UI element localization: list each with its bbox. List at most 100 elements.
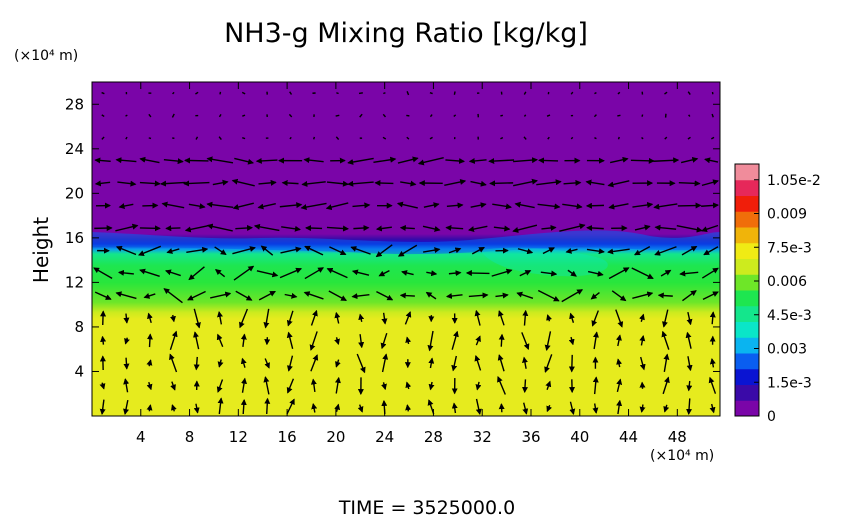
wind-arrow bbox=[125, 136, 128, 140]
wind-arrow bbox=[165, 225, 181, 232]
wind-arrow bbox=[701, 202, 719, 209]
wind-arrow bbox=[99, 382, 106, 390]
wind-arrow bbox=[547, 136, 550, 140]
wind-arrow bbox=[687, 136, 691, 140]
wind-arrow bbox=[427, 399, 435, 415]
wind-arrow bbox=[334, 376, 341, 394]
wind-arrow bbox=[491, 268, 513, 277]
y-axis-ticks: 4 8 12 16 20 24 28 bbox=[65, 95, 720, 380]
wind-arrow bbox=[546, 314, 552, 322]
wind-arrow bbox=[139, 268, 160, 277]
wind-arrow bbox=[253, 223, 280, 232]
wind-arrow bbox=[682, 290, 697, 302]
wind-arrow bbox=[546, 404, 552, 413]
wind-arrow bbox=[586, 224, 604, 231]
wind-arrow bbox=[422, 225, 441, 232]
wind-arrow bbox=[375, 244, 393, 258]
wind-arrow bbox=[183, 180, 210, 187]
wind-arrow bbox=[326, 180, 349, 187]
colorbar-label: 0.009 bbox=[767, 207, 807, 223]
wind-arrow bbox=[711, 113, 714, 118]
wind-arrow bbox=[468, 157, 487, 164]
wind-arrow bbox=[615, 309, 624, 328]
colorbar-segment bbox=[735, 368, 759, 385]
wind-arrow bbox=[653, 157, 680, 164]
wind-arrow bbox=[240, 333, 247, 347]
wind-arrow bbox=[639, 404, 646, 413]
colorbar-segment bbox=[735, 227, 759, 244]
interface-band bbox=[92, 230, 720, 255]
colorbar-segment bbox=[735, 179, 759, 196]
x-tick-label: 24 bbox=[375, 428, 394, 446]
wind-arrow bbox=[679, 270, 699, 277]
wind-arrow bbox=[519, 269, 532, 277]
colorbar-label: 7.5e-3 bbox=[767, 240, 812, 256]
wind-arrow bbox=[263, 308, 270, 329]
wind-arrow bbox=[286, 398, 295, 415]
wind-arrow bbox=[641, 136, 644, 140]
wind-arrow bbox=[335, 114, 340, 117]
wind-arrow bbox=[664, 136, 668, 140]
x-tick-label: 20 bbox=[326, 428, 345, 446]
wind-arrow bbox=[101, 114, 105, 118]
wind-arrow bbox=[663, 404, 670, 413]
wind-arrow bbox=[422, 247, 441, 254]
wind-arrow bbox=[632, 291, 654, 299]
y-tick-label: 16 bbox=[65, 229, 84, 247]
wind-arrow bbox=[350, 246, 371, 255]
wind-arrow bbox=[210, 291, 232, 299]
wind-arrow bbox=[289, 136, 292, 140]
wind-arrow bbox=[680, 156, 699, 164]
colorbar-segment bbox=[735, 211, 759, 228]
colorbar-label: 1.05e-2 bbox=[767, 173, 821, 189]
wind-arrow bbox=[382, 136, 387, 140]
plot-frame bbox=[91, 81, 721, 417]
x-tick-label: 48 bbox=[668, 428, 687, 446]
wind-arrow bbox=[451, 330, 459, 350]
colorbar-segment bbox=[735, 274, 759, 291]
wind-arrow bbox=[704, 157, 719, 164]
wind-arrow bbox=[212, 179, 229, 186]
wind-arrow bbox=[500, 114, 504, 117]
y-tick-label: 28 bbox=[65, 95, 84, 113]
wind-arrow bbox=[117, 180, 137, 187]
wind-arrow bbox=[335, 359, 341, 368]
wind-arrow bbox=[492, 203, 512, 210]
wind-arrow bbox=[497, 375, 506, 395]
wind-arrow bbox=[123, 378, 130, 393]
wind-arrow bbox=[380, 332, 388, 350]
wind-arrow bbox=[522, 379, 528, 394]
wind-arrow bbox=[428, 357, 435, 369]
wind-arrow bbox=[376, 290, 394, 301]
wind-arrow bbox=[169, 353, 178, 373]
wind-arrow bbox=[163, 158, 184, 165]
wind-arrow bbox=[542, 247, 555, 255]
wind-arrow bbox=[522, 402, 529, 415]
wind-arrow bbox=[513, 178, 538, 187]
wind-arrow bbox=[686, 380, 693, 392]
wind-arrow bbox=[471, 246, 485, 255]
wind-arrow bbox=[193, 331, 200, 350]
wind-arrow bbox=[500, 136, 504, 140]
wind-arrow bbox=[522, 309, 529, 326]
wind-arrow bbox=[358, 313, 365, 322]
wind-arrow bbox=[493, 225, 511, 232]
wind-arrow bbox=[445, 157, 466, 164]
wind-arrow bbox=[147, 312, 153, 323]
wind-arrow bbox=[489, 180, 514, 187]
wind-arrow bbox=[634, 224, 651, 231]
wind-arrow bbox=[240, 357, 247, 368]
wind-arrow bbox=[427, 330, 434, 352]
wind-arrow bbox=[256, 270, 279, 278]
wind-arrow bbox=[326, 225, 349, 232]
wind-arrow bbox=[378, 269, 390, 277]
wind-arrow bbox=[616, 378, 623, 393]
wind-arrow bbox=[93, 267, 113, 280]
wind-arrow bbox=[310, 309, 318, 326]
wind-arrow bbox=[678, 180, 701, 187]
wind-arrow bbox=[300, 202, 327, 210]
wind-arrow bbox=[405, 381, 412, 390]
wind-arrow bbox=[164, 269, 181, 277]
wind-arrow bbox=[585, 179, 605, 186]
wind-arrow bbox=[517, 248, 534, 255]
